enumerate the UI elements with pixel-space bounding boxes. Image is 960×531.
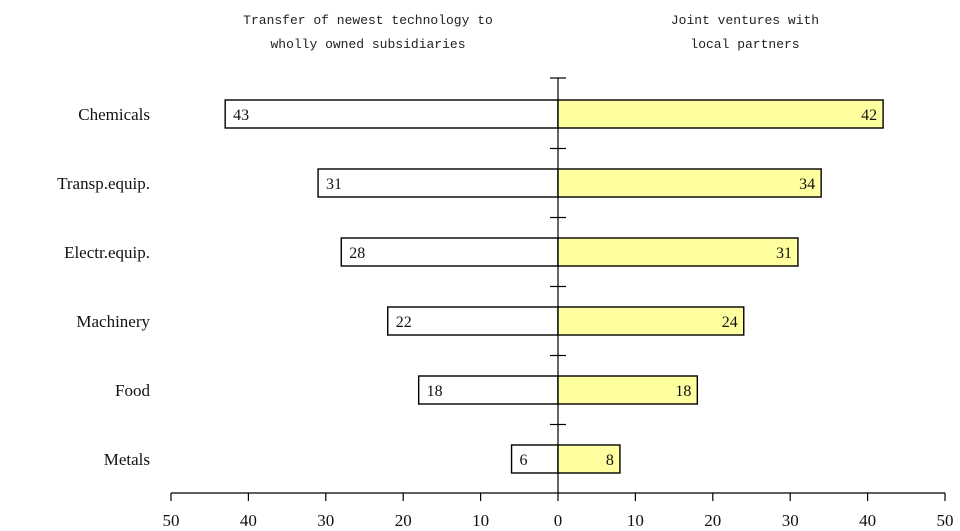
left-series-title: Transfer of newest technology to wholly o… (243, 13, 493, 52)
left-series-title-line: wholly owned subsidiaries (270, 37, 465, 52)
right-series-title-line: local partners (690, 37, 799, 52)
center-axis (550, 77, 566, 493)
bar-right-value-label: 42 (861, 107, 877, 124)
category-label: Chemicals (78, 105, 150, 124)
x-tick-label: 20 (704, 511, 721, 530)
bar-right-value-label: 31 (776, 245, 792, 262)
bar-right-machinery (557, 306, 745, 336)
bar-right-value-label: 34 (799, 176, 815, 193)
category-label: Food (115, 381, 150, 400)
bar-left-value-label: 18 (427, 383, 443, 400)
bar-right-value-label: 24 (722, 314, 738, 331)
category-labels: Chemicals Transp.equip. Electr.equip. Machi… (57, 105, 150, 469)
x-tick-label: 50 (163, 511, 180, 530)
left-series-title-line: Transfer of newest technology to (243, 13, 493, 28)
x-tick-label: 0 (554, 511, 563, 530)
bars-group: 43 42 31 34 28 31 22 24 18 18 6 8 (224, 99, 884, 474)
bar-left-chemicals (224, 99, 559, 129)
bar-left-food (417, 375, 559, 405)
right-series-title: Joint ventures with local partners (671, 13, 819, 52)
bar-left-transp-equip- (317, 168, 559, 198)
x-tick-label: 50 (937, 511, 954, 530)
x-tick-label: 30 (317, 511, 334, 530)
bar-left-metals (510, 444, 559, 474)
bar-right-value-label: 18 (675, 383, 691, 400)
category-label: Transp.equip. (57, 174, 150, 193)
x-tick-label: 10 (472, 511, 489, 530)
category-label: Electr.equip. (64, 243, 150, 262)
bar-left-electr-equip- (340, 237, 559, 267)
bar-right-chemicals (557, 99, 884, 129)
bar-right-transp-equip- (557, 168, 822, 198)
bar-right-metals (557, 444, 621, 474)
bar-left-value-label: 22 (396, 314, 412, 331)
bar-left-value-label: 31 (326, 176, 342, 193)
right-series-title-line: Joint ventures with (671, 13, 819, 28)
x-tick-label: 40 (859, 511, 876, 530)
x-axis: 50 40 30 20 10 0 10 20 30 40 50 (163, 492, 954, 530)
category-label: Machinery (76, 312, 150, 331)
bar-left-value-label: 6 (520, 452, 528, 469)
x-tick-label: 30 (782, 511, 799, 530)
category-label: Metals (104, 450, 150, 469)
bar-left-machinery (387, 306, 559, 336)
bar-right-value-label: 8 (606, 452, 614, 469)
bar-right-electr-equip- (557, 237, 799, 267)
x-tick-label: 20 (395, 511, 412, 530)
bar-right-food (557, 375, 699, 405)
x-tick-label: 10 (627, 511, 644, 530)
bar-left-value-label: 28 (349, 245, 365, 262)
x-tick-label: 40 (240, 511, 257, 530)
bar-left-value-label: 43 (233, 107, 249, 124)
